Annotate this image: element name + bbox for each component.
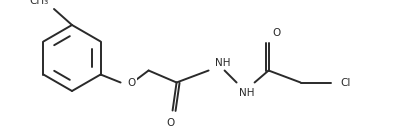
Text: Cl: Cl — [341, 78, 351, 88]
Text: NH: NH — [215, 57, 230, 68]
Text: NH: NH — [238, 88, 254, 97]
Text: CH₃: CH₃ — [30, 0, 49, 6]
Text: O: O — [166, 117, 175, 128]
Text: O: O — [128, 78, 136, 88]
Text: O: O — [272, 28, 281, 38]
